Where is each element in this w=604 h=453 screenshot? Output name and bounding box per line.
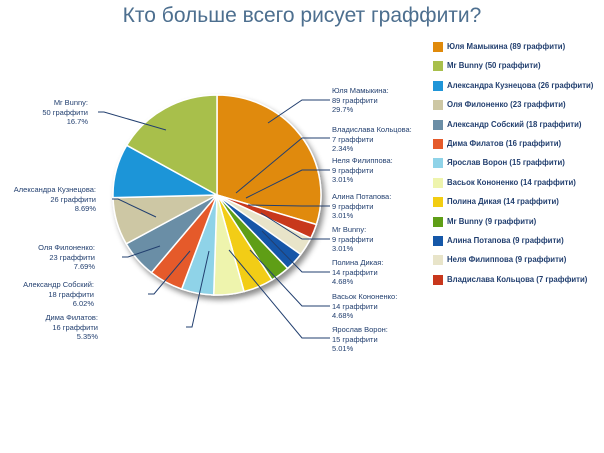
legend-swatch xyxy=(433,100,443,111)
slice-label-percent: 4.68% xyxy=(332,277,354,286)
slice-label-name: Оля Филоненко: xyxy=(38,243,95,252)
leader-line xyxy=(98,111,167,131)
slice-label: Васьок Кононенко: 14 граффити 4.68% xyxy=(332,292,397,321)
leader-line xyxy=(235,137,330,194)
slice-label-percent: 29.7% xyxy=(332,105,354,114)
legend-swatch xyxy=(433,274,443,285)
slice-label-count: 18 граффити xyxy=(48,289,94,299)
legend-label: Александр Собский (18 граффити) xyxy=(447,119,582,129)
slice-label-count: 50 граффити xyxy=(42,107,88,117)
legend-label: Алина Потапова (9 граффити) xyxy=(447,235,564,245)
slice-label-name: Васьок Кононенко: xyxy=(332,292,398,301)
slice-label-count: 23 граффити xyxy=(49,252,95,262)
slice-label-percent: 4.68% xyxy=(332,311,354,320)
slice-label: Полина Дикая: 14 граффити 4.68% xyxy=(332,258,383,287)
slice-label-count: 9 граффити xyxy=(332,234,374,244)
legend-swatch xyxy=(433,158,443,169)
slice-label-count: 9 граффити xyxy=(332,165,374,175)
slice-label-count: 14 граффити xyxy=(332,267,378,277)
legend-label: Оля Филоненко (23 граффити) xyxy=(447,100,566,110)
slice-label-count: 15 граффити xyxy=(332,334,378,344)
slice-label-name: Владислава Кольцова: xyxy=(332,125,412,134)
legend-swatch xyxy=(433,80,443,91)
leader-line xyxy=(260,212,330,240)
pie-slice xyxy=(216,94,322,226)
legend-label: Юля Мамыкина (89 граффити) xyxy=(447,42,566,51)
slice-label-name: Александра Кузнецова: xyxy=(13,185,96,194)
slice-label-percent: 3.01% xyxy=(332,175,354,184)
slice-label-name: Ярослав Ворон: xyxy=(332,325,388,334)
chart-title: Кто больше всего рисует граффити? xyxy=(122,4,482,27)
slice-label-count: 7 граффити xyxy=(332,134,374,144)
slice-label-percent: 5.35% xyxy=(76,332,98,341)
slice-label-name: Алина Потапова: xyxy=(332,192,392,201)
slice-label-name: Неля Филиппова: xyxy=(332,156,393,165)
legend-label: Васьок Кононенко (14 граффити) xyxy=(447,177,576,187)
slice-label-count: 89 граффити xyxy=(332,95,378,105)
slice-label: Юля Мамыкина: 89 граффити 29.7% xyxy=(332,86,389,115)
slice-label-name: Александр Собский: xyxy=(23,280,94,289)
legend-swatch xyxy=(433,197,443,208)
leader-line xyxy=(267,99,330,124)
legend-label: Дима Филатов (16 граффити) xyxy=(447,138,562,148)
slice-label-percent: 6.02% xyxy=(72,299,94,308)
leader-line xyxy=(245,169,330,199)
slice-label-percent: 7.69% xyxy=(73,262,95,271)
leader-line xyxy=(247,204,330,207)
slice-label-percent: 5.01% xyxy=(332,344,354,353)
slice-label: Александр Собский: 18 граффити 6.02% xyxy=(23,280,94,309)
legend-swatch xyxy=(433,42,443,52)
legend-swatch xyxy=(433,177,443,188)
slice-label-name: Mr Bunny: xyxy=(332,225,367,234)
slice-label: Ярослав Ворон: 15 граффити 5.01% xyxy=(332,325,388,354)
legend-label: Mr Bunny (9 граффити) xyxy=(447,216,537,226)
leader-line xyxy=(148,250,191,295)
legend-label: Александра Кузнецова (26 граффити) xyxy=(447,80,594,90)
legend-swatch xyxy=(433,216,443,227)
slice-label-percent: 8.69% xyxy=(74,204,96,213)
legend-swatch xyxy=(433,138,443,149)
slice-label: Mr Bunny: 9 граффити 3.01% xyxy=(332,225,374,254)
slice-label: Алина Потапова: 9 граффити 3.01% xyxy=(332,192,391,221)
legend-swatch xyxy=(433,119,443,130)
leader-line xyxy=(228,249,330,339)
slice-label-percent: 3.01% xyxy=(332,211,354,220)
slice-label: Александра Кузнецова: 26 граффити 8.69% xyxy=(14,185,96,214)
slice-label: Владислава Кольцова: 7 граффити 2.34% xyxy=(332,125,412,154)
slice-label-percent: 3.01% xyxy=(332,244,354,253)
leader-line xyxy=(112,198,157,218)
slice-label: Mr Bunny: 50 граффити 16.7% xyxy=(42,98,88,127)
slice-label-percent: 2.34% xyxy=(332,144,354,153)
leader-line xyxy=(261,230,330,273)
legend-label: Ярослав Ворон (15 граффити) xyxy=(447,158,565,168)
slice-label-name: Mr Bunny: xyxy=(53,98,88,107)
slice-label-count: 16 граффити xyxy=(52,322,98,332)
slice-label-count: 26 граффити xyxy=(50,194,96,204)
slice-label: Дима Филатов: 16 граффити 5.35% xyxy=(45,313,98,342)
leader-line xyxy=(122,245,161,258)
leader-line xyxy=(186,250,210,328)
legend-swatch xyxy=(433,235,443,246)
slice-label-count: 14 граффити xyxy=(332,301,378,311)
pie-slice xyxy=(125,94,218,197)
legend-label: Неля Филиппова (9 граффити) xyxy=(447,255,567,265)
slice-label-name: Дима Филатов: xyxy=(45,313,98,322)
slice-label-count: 9 граффити xyxy=(332,201,374,211)
leader-line xyxy=(249,249,330,307)
slice-label-name: Юля Мамыкина: xyxy=(332,86,389,95)
legend-label: Полина Дикая (14 граффити) xyxy=(447,197,559,207)
slice-label-percent: 16.7% xyxy=(66,117,88,126)
legend-swatch xyxy=(433,255,443,266)
slice-label: Оля Филоненко: 23 граффити 7.69% xyxy=(38,243,95,272)
legend-label: Mr Bunny (50 граффити) xyxy=(447,61,541,71)
slice-label-name: Полина Дикая: xyxy=(332,258,384,267)
legend-label: Владислава Кольцова (7 граффити) xyxy=(447,274,588,284)
legend-swatch xyxy=(433,61,443,72)
slice-label: Неля Филиппова: 9 граффити 3.01% xyxy=(332,156,393,185)
